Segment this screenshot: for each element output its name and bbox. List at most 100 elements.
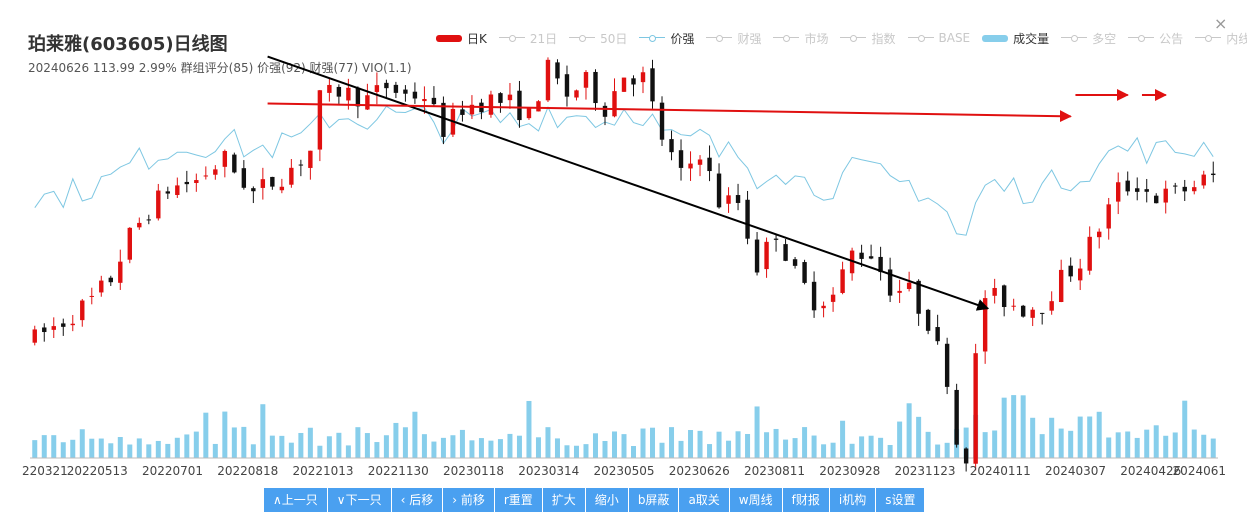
candle-body <box>241 168 247 188</box>
legend-item-10[interactable]: 公告 <box>1128 30 1183 47</box>
candle-body <box>564 74 570 97</box>
legend-item-7[interactable]: BASE <box>907 31 971 45</box>
close-icon[interactable]: × <box>1214 14 1228 33</box>
candle-body <box>70 323 75 326</box>
legend-item-8[interactable]: 成交量 <box>982 30 1049 47</box>
legend-item-11[interactable]: 内线 <box>1195 30 1247 47</box>
candle-body <box>944 343 950 387</box>
volume-bar <box>1096 411 1102 458</box>
candle-body <box>735 195 741 203</box>
x-tick-label: 20220701 <box>142 464 203 478</box>
legend-symbol-icon <box>840 35 867 42</box>
candle-body <box>1135 188 1140 192</box>
candle-body <box>1192 187 1197 192</box>
legend-item-9[interactable]: 多空 <box>1061 30 1116 47</box>
x-tick-label: 20220513 <box>67 464 128 478</box>
volume-bar <box>450 435 456 458</box>
candle-body <box>906 282 912 289</box>
toolbar-button-6[interactable]: 缩小 <box>585 488 629 512</box>
volume-bar <box>307 427 313 458</box>
candle-body <box>384 82 389 89</box>
volume-bar <box>193 431 199 458</box>
candle-body <box>80 300 85 321</box>
candle-body <box>1163 188 1168 203</box>
candle-body <box>1011 305 1016 307</box>
toolbar-button-11[interactable]: i机构 <box>829 488 877 512</box>
candle-body <box>308 150 313 168</box>
candle-body <box>412 91 418 99</box>
candle-body <box>108 277 113 283</box>
volume-bar <box>345 445 351 458</box>
chart-subtitle: 20240626 113.99 2.99% 群组评分(85) 价强(92) 财强… <box>28 61 412 75</box>
toolbar-button-2[interactable]: ‹ 后移 <box>391 488 444 512</box>
x-tick-label: 20240307 <box>1045 464 1106 478</box>
legend-item-0[interactable]: 日K <box>436 30 487 47</box>
volume-bar <box>260 404 266 458</box>
legend-item-2[interactable]: 50日 <box>569 30 627 47</box>
candle-body <box>916 280 921 314</box>
toolbar-button-4[interactable]: r重置 <box>494 488 543 512</box>
candle-body <box>935 327 940 342</box>
legend-label: BASE <box>938 31 971 45</box>
volume-bar <box>982 432 988 458</box>
volume-bar <box>944 442 950 458</box>
legend-label: 公告 <box>1159 31 1184 46</box>
candle-body <box>612 91 617 117</box>
legend-item-6[interactable]: 指数 <box>840 30 896 47</box>
volume-bar <box>868 435 874 458</box>
volume-bar <box>108 443 114 458</box>
candle-body <box>1173 185 1178 187</box>
volume-bar <box>279 435 285 458</box>
x-tick-label: 20230626 <box>669 464 730 478</box>
toolbar-button-3[interactable]: › 前移 <box>443 488 495 512</box>
candle-body <box>118 261 123 283</box>
volume-bar <box>906 403 912 458</box>
candle-body <box>878 256 883 273</box>
toolbar-button-8[interactable]: a取关 <box>679 488 730 512</box>
toolbar-button-9[interactable]: w周线 <box>729 488 783 512</box>
x-tick-label: 20240111 <box>970 464 1031 478</box>
volume-bar <box>374 442 380 458</box>
toolbar-button-1[interactable]: ∨下一只 <box>327 488 392 512</box>
volume-bar <box>412 411 418 458</box>
legend-label: 多空 <box>1092 31 1117 46</box>
candle-body <box>42 327 47 333</box>
legend-item-4[interactable]: 财强 <box>706 30 761 47</box>
volume-bar <box>802 427 808 458</box>
volume-bar <box>669 427 675 458</box>
legend-label: 财强 <box>737 31 762 46</box>
candle-body <box>754 239 760 273</box>
candle-body <box>887 269 893 296</box>
chart-title: 珀莱雅(603605)日线图 <box>28 34 228 55</box>
legend-symbol-icon <box>639 35 666 42</box>
volume-bar <box>745 433 751 458</box>
toolbar-button-12[interactable]: s设置 <box>876 488 926 512</box>
candle-body <box>574 90 579 98</box>
candle-body <box>32 329 37 343</box>
candle-body <box>374 85 380 92</box>
x-tick-label: 20230928 <box>819 464 880 478</box>
candle-body <box>1058 269 1064 303</box>
candle-body <box>802 262 807 283</box>
legend-symbol-icon <box>569 35 596 42</box>
toolbar-button-5[interactable]: 扩大 <box>542 488 586 512</box>
candle-body <box>156 190 161 219</box>
volume-bar <box>41 435 47 458</box>
toolbar-button-10[interactable]: f财报 <box>782 488 830 512</box>
volume-bar <box>1182 400 1188 458</box>
volume-bar <box>840 420 846 458</box>
volume-bar <box>79 429 85 458</box>
legend-item-1[interactable]: 21日 <box>498 30 557 47</box>
legend-item-5[interactable]: 市场 <box>773 30 828 47</box>
toolbar-button-0[interactable]: ∧上一只 <box>264 488 328 512</box>
candle-body <box>298 164 304 166</box>
volume-bar <box>792 438 798 458</box>
volume-bar <box>1011 395 1017 458</box>
toolbar-button-7[interactable]: b屏蔽 <box>628 488 680 512</box>
legend-item-3[interactable]: 价强 <box>639 30 694 47</box>
volume-bar <box>383 435 389 458</box>
candle-body <box>517 90 522 121</box>
candle-body <box>431 97 437 105</box>
candle-body <box>659 102 665 140</box>
